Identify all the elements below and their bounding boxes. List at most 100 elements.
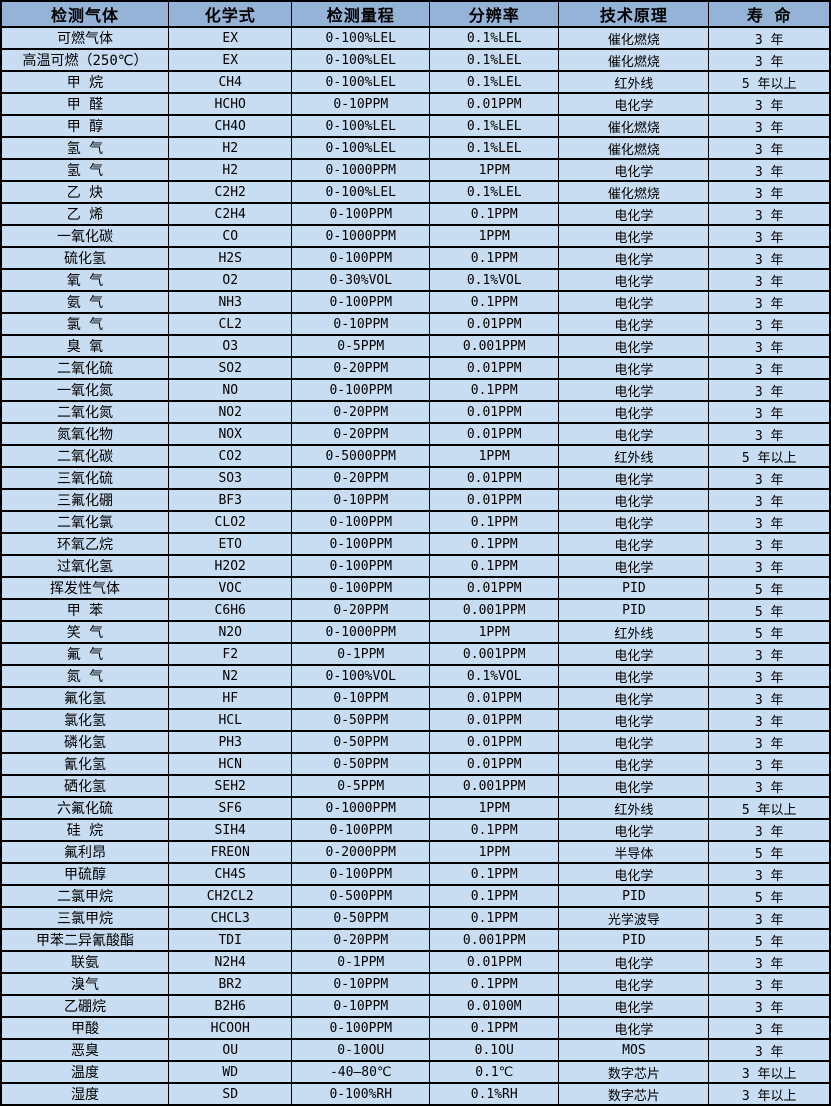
gas-name-cell: 三氧化硫 xyxy=(0,466,169,490)
lifespan-cell: 3 年 xyxy=(708,224,831,248)
gas-name-cell: 二氧化硫 xyxy=(0,356,169,380)
resolution-cell: 0.01PPM xyxy=(429,356,560,380)
formula-cell: H2S xyxy=(167,246,293,270)
table-row: 三氟化硼 BF3 0-10PPM 0.01PPM 电化学 3 年 xyxy=(0,488,831,512)
resolution-cell: 1PPM xyxy=(429,158,560,182)
gas-name-cell: 甲硫醇 xyxy=(0,862,169,886)
principle-cell: 电化学 xyxy=(558,774,710,798)
range-cell: 0-10PPM xyxy=(291,488,431,512)
range-cell: 0-30%VOL xyxy=(291,268,431,292)
table-row: 氢 气 H2 0-100%LEL 0.1%LEL 催化燃烧 3 年 xyxy=(0,136,831,160)
formula-cell: CH4S xyxy=(167,862,293,886)
principle-cell: 电化学 xyxy=(558,202,710,226)
gas-name-cell: 氯 气 xyxy=(0,312,169,336)
formula-cell: C2H2 xyxy=(167,180,293,204)
principle-cell: 电化学 xyxy=(558,818,710,842)
principle-cell: 催化燃烧 xyxy=(558,180,710,204)
table-row: 三氧化硫 SO3 0-20PPM 0.01PPM 电化学 3 年 xyxy=(0,466,831,490)
table-row: 硅 烷 SIH4 0-100PPM 0.1PPM 电化学 3 年 xyxy=(0,818,831,842)
table-row: 乙 炔 C2H2 0-100%LEL 0.1%LEL 催化燃烧 3 年 xyxy=(0,180,831,204)
resolution-cell: 0.1℃ xyxy=(429,1060,560,1084)
table-row: 氟化氢 HF 0-10PPM 0.01PPM 电化学 3 年 xyxy=(0,686,831,710)
table-row: 磷化氢 PH3 0-50PPM 0.01PPM 电化学 3 年 xyxy=(0,730,831,754)
principle-cell: 红外线 xyxy=(558,444,710,468)
range-cell: 0-20PPM xyxy=(291,928,431,952)
gas-name-cell: 磷化氢 xyxy=(0,730,169,754)
gas-name-cell: 联氨 xyxy=(0,950,169,974)
lifespan-cell: 5 年 xyxy=(708,840,831,864)
principle-cell: 电化学 xyxy=(558,400,710,424)
resolution-cell: 0.1OU xyxy=(429,1038,560,1062)
formula-cell: EX xyxy=(167,26,293,50)
formula-cell: NO2 xyxy=(167,400,293,424)
principle-cell: 电化学 xyxy=(558,554,710,578)
principle-cell: 电化学 xyxy=(558,268,710,292)
principle-cell: 半导体 xyxy=(558,840,710,864)
table-row: 乙 烯 C2H4 0-100PPM 0.1PPM 电化学 3 年 xyxy=(0,202,831,226)
formula-cell: N2O xyxy=(167,620,293,644)
lifespan-cell: 3 年 xyxy=(708,114,831,138)
table-row: 二氧化硫 SO2 0-20PPM 0.01PPM 电化学 3 年 xyxy=(0,356,831,380)
table-row: 挥发性气体 VOC 0-100PPM 0.01PPM PID 5 年 xyxy=(0,576,831,600)
lifespan-cell: 3 年 xyxy=(708,774,831,798)
principle-cell: PID xyxy=(558,884,710,908)
range-cell: 0-100PPM xyxy=(291,246,431,270)
principle-cell: 催化燃烧 xyxy=(558,136,710,160)
lifespan-cell: 3 年 xyxy=(708,488,831,512)
gas-name-cell: 甲 苯 xyxy=(0,598,169,622)
table-row: 甲 烷 CH4 0-100%LEL 0.1%LEL 红外线 5 年以上 xyxy=(0,70,831,94)
table-row: 甲 苯 C6H6 0-20PPM 0.001PPM PID 5 年 xyxy=(0,598,831,622)
principle-cell: PID xyxy=(558,598,710,622)
resolution-cell: 0.1%LEL xyxy=(429,180,560,204)
table-row: 二氯甲烷 CH2CL2 0-500PPM 0.1PPM PID 5 年 xyxy=(0,884,831,908)
principle-cell: PID xyxy=(558,576,710,600)
formula-cell: HCOOH xyxy=(167,1016,293,1040)
gas-name-cell: 三氯甲烷 xyxy=(0,906,169,930)
principle-cell: 电化学 xyxy=(558,862,710,886)
range-cell: 0-100%LEL xyxy=(291,26,431,50)
resolution-cell: 0.1%LEL xyxy=(429,114,560,138)
table-row: 氢 气 H2 0-1000PPM 1PPM 电化学 3 年 xyxy=(0,158,831,182)
header-row: 检测气体 化学式 检测量程 分辨率 技术原理 寿 命 xyxy=(0,0,831,28)
range-cell: 0-10PPM xyxy=(291,972,431,996)
formula-cell: VOC xyxy=(167,576,293,600)
range-cell: 0-100PPM xyxy=(291,290,431,314)
resolution-cell: 0.01PPM xyxy=(429,576,560,600)
formula-cell: CO xyxy=(167,224,293,248)
table-row: 笑 气 N2O 0-1000PPM 1PPM 红外线 5 年 xyxy=(0,620,831,644)
lifespan-cell: 3 年 xyxy=(708,136,831,160)
formula-cell: C2H4 xyxy=(167,202,293,226)
resolution-cell: 1PPM xyxy=(429,224,560,248)
range-cell: 0-2000PPM xyxy=(291,840,431,864)
gas-name-cell: 氟 气 xyxy=(0,642,169,666)
range-cell: 0-100PPM xyxy=(291,202,431,226)
table-row: 氮 气 N2 0-100%VOL 0.1%VOL 电化学 3 年 xyxy=(0,664,831,688)
lifespan-cell: 3 年 xyxy=(708,268,831,292)
gas-name-cell: 高温可燃（250℃） xyxy=(0,48,169,72)
gas-name-cell: 氢 气 xyxy=(0,158,169,182)
lifespan-cell: 3 年 xyxy=(708,422,831,446)
lifespan-cell: 3 年 xyxy=(708,180,831,204)
gas-name-cell: 氟化氢 xyxy=(0,686,169,710)
formula-cell: CH2CL2 xyxy=(167,884,293,908)
resolution-cell: 0.001PPM xyxy=(429,928,560,952)
lifespan-cell: 3 年 xyxy=(708,554,831,578)
table-row: 可燃气体 EX 0-100%LEL 0.1%LEL 催化燃烧 3 年 xyxy=(0,26,831,50)
formula-cell: B2H6 xyxy=(167,994,293,1018)
lifespan-cell: 3 年 xyxy=(708,202,831,226)
table-row: 甲硫醇 CH4S 0-100PPM 0.1PPM 电化学 3 年 xyxy=(0,862,831,886)
range-cell: 0-50PPM xyxy=(291,730,431,754)
principle-cell: 电化学 xyxy=(558,730,710,754)
principle-cell: 电化学 xyxy=(558,664,710,688)
lifespan-cell: 3 年 xyxy=(708,378,831,402)
principle-cell: 电化学 xyxy=(558,532,710,556)
formula-cell: EX xyxy=(167,48,293,72)
lifespan-cell: 3 年以上 xyxy=(708,1060,831,1084)
table-row: 氧 气 O2 0-30%VOL 0.1%VOL 电化学 3 年 xyxy=(0,268,831,292)
principle-cell: 电化学 xyxy=(558,466,710,490)
gas-name-cell: 挥发性气体 xyxy=(0,576,169,600)
resolution-cell: 0.0100M xyxy=(429,994,560,1018)
range-cell: 0-100PPM xyxy=(291,510,431,534)
principle-cell: 电化学 xyxy=(558,686,710,710)
resolution-cell: 0.1PPM xyxy=(429,972,560,996)
